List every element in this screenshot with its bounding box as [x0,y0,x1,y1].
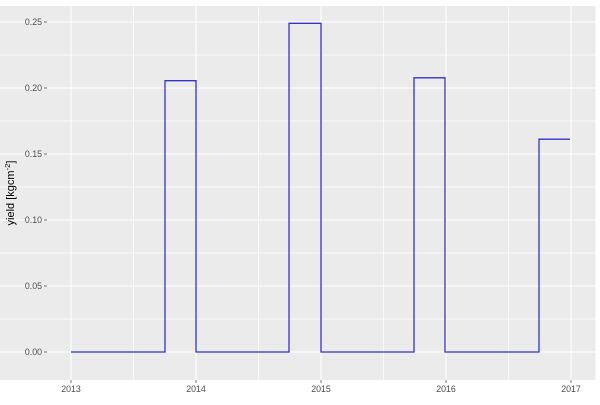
svg-text:2016: 2016 [436,384,456,394]
svg-text:2015: 2015 [311,384,331,394]
svg-text:0.05: 0.05 [25,281,42,291]
svg-text:2017: 2017 [561,384,581,394]
svg-text:0.20: 0.20 [25,83,42,93]
svg-text:0.00: 0.00 [25,347,42,357]
svg-text:2013: 2013 [61,384,81,394]
svg-text:0.10: 0.10 [25,215,42,225]
svg-text:0.15: 0.15 [25,149,42,159]
svg-text:0.25: 0.25 [25,17,42,27]
svg-text:2014: 2014 [186,384,206,394]
